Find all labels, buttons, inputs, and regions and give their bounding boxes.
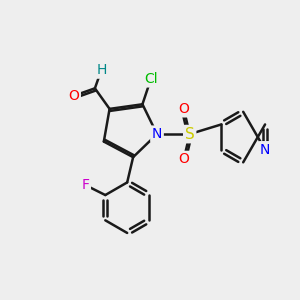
Text: N: N (260, 143, 270, 157)
Text: Cl: Cl (144, 72, 158, 86)
Text: O: O (178, 152, 189, 167)
Text: F: F (81, 178, 89, 192)
Text: N: N (152, 127, 162, 141)
Text: O: O (178, 102, 189, 116)
Text: H: H (96, 63, 106, 77)
Text: O: O (68, 89, 79, 103)
Text: S: S (185, 127, 195, 142)
